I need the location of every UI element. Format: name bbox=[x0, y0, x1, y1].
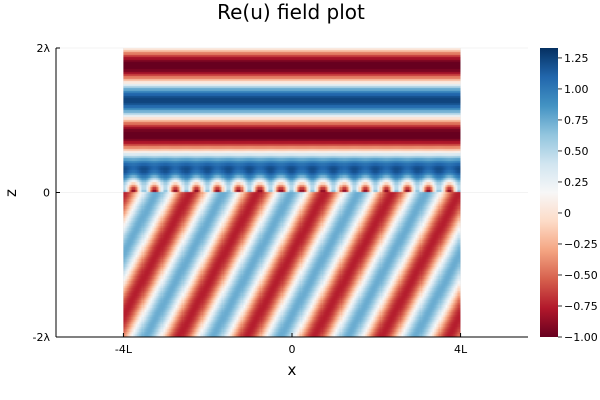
y-axis-ticks: -2λ 0 2λ bbox=[33, 42, 60, 344]
colorbar-tick-label: 0.25 bbox=[564, 176, 589, 189]
y-tick-label: 2λ bbox=[36, 42, 50, 55]
x-tick-label: -4L bbox=[115, 343, 133, 356]
colorbar-ticks: 1.25 1.00 0.75 0.50 0.25 0 −0.25 −0.50 −0.75 −1.0… bbox=[558, 52, 598, 344]
colorbar-tick-label: −0.25 bbox=[564, 238, 598, 251]
colorbar-tick-label: −1.00 bbox=[564, 331, 598, 344]
colorbar-tick-label: 1.25 bbox=[564, 52, 589, 65]
colorbar-tick-label: 0.75 bbox=[564, 114, 589, 127]
colorbar-tick-label: 1.00 bbox=[564, 83, 589, 96]
x-axis-ticks: -4L 0 4L bbox=[115, 333, 468, 356]
colorbar-gradient bbox=[540, 48, 558, 337]
colorbar-tick-label: −0.50 bbox=[564, 269, 598, 282]
y-tick-label: -2λ bbox=[33, 331, 51, 344]
y-axis-label: z bbox=[2, 189, 20, 197]
heatmap-image bbox=[123, 48, 461, 337]
chart-title: Re(u) field plot bbox=[217, 0, 365, 24]
y-tick-label: 0 bbox=[43, 187, 50, 200]
plot-axes: -4L 0 4L -2λ 0 2λ bbox=[33, 42, 528, 356]
colorbar-tick-label: 0 bbox=[564, 207, 571, 220]
x-tick-label: 4L bbox=[454, 343, 468, 356]
x-axis-label: x bbox=[288, 361, 297, 379]
colorbar-tick-label: 0.50 bbox=[564, 145, 589, 158]
heatmap-field bbox=[123, 48, 461, 337]
colorbar-tick-label: −0.75 bbox=[564, 300, 598, 313]
colorbar: 1.25 1.00 0.75 0.50 0.25 0 −0.25 −0.50 −0.75 −1.0… bbox=[540, 48, 598, 344]
x-tick-label: 0 bbox=[289, 343, 296, 356]
